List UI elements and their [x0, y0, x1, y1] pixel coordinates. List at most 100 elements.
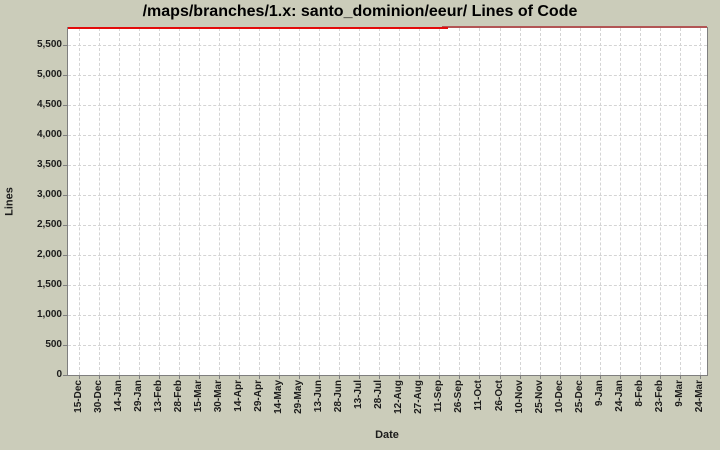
y-gridline — [68, 195, 707, 196]
x-gridline — [539, 28, 541, 375]
x-tick-mark — [98, 376, 100, 379]
y-tick-mark — [63, 195, 67, 196]
x-tick-label: 13-Jun — [313, 380, 325, 413]
y-tick-label: 500 — [45, 339, 62, 350]
x-tick-label: 13-Jul — [353, 380, 365, 409]
x-gridline — [639, 28, 641, 375]
x-tick-mark — [359, 376, 361, 379]
x-tick-mark — [278, 376, 280, 379]
x-tick-mark — [619, 376, 621, 379]
x-tick-mark — [399, 376, 401, 379]
y-tick-mark — [63, 255, 67, 256]
x-gridline — [700, 28, 701, 375]
x-tick-mark — [158, 376, 160, 379]
y-tick-label: 3,000 — [36, 189, 62, 200]
y-gridline — [68, 165, 707, 166]
x-tick-label: 15-Dec — [72, 380, 84, 413]
y-tick-mark — [63, 135, 67, 136]
x-gridline — [479, 28, 481, 375]
x-tick-label: 9-Mar — [673, 380, 685, 407]
x-tick-label: 15-Mar — [192, 380, 204, 413]
series-line-lines-of-code-main — [68, 27, 449, 29]
x-tick-mark — [459, 376, 461, 379]
x-tick-mark — [579, 376, 581, 379]
x-tick-label: 27-Aug — [413, 380, 425, 414]
x-axis-title: Date — [375, 429, 399, 441]
x-gridline — [499, 28, 501, 375]
x-gridline — [559, 28, 561, 375]
x-tick-label: 25-Dec — [573, 380, 585, 413]
x-tick-label: 25-Nov — [533, 380, 545, 414]
x-gridline — [258, 28, 260, 375]
x-tick-mark — [138, 376, 140, 379]
x-gridline — [599, 28, 601, 375]
y-tick-label: 4,500 — [36, 99, 62, 110]
x-tick-label: 9-Jan — [593, 380, 605, 407]
y-gridline — [68, 135, 707, 136]
x-tick-label: 12-Aug — [393, 380, 405, 414]
x-gridline — [459, 28, 461, 375]
y-tick-mark — [63, 375, 67, 376]
x-tick-label: 26-Sep — [453, 380, 465, 413]
y-tick-mark — [63, 75, 67, 76]
y-gridline — [68, 105, 707, 106]
x-tick-mark — [258, 376, 260, 379]
x-gridline — [118, 28, 120, 375]
x-gridline — [138, 28, 140, 375]
x-tick-label: 28-Feb — [172, 380, 184, 413]
y-tick-mark — [63, 315, 67, 316]
x-tick-label: 10-Dec — [553, 380, 565, 413]
x-tick-mark — [419, 376, 421, 379]
x-gridline — [659, 28, 661, 375]
x-tick-label: 24-Mar — [694, 380, 705, 413]
x-gridline — [519, 28, 521, 375]
x-tick-mark — [78, 376, 80, 379]
x-tick-mark — [238, 376, 240, 379]
x-gridline — [158, 28, 160, 375]
y-tick-label: 0 — [56, 369, 62, 380]
y-tick-label: 2,500 — [36, 219, 62, 230]
x-gridline — [218, 28, 220, 375]
y-gridline — [68, 225, 707, 226]
x-tick-label: 28-Jul — [373, 380, 385, 409]
y-gridline — [68, 255, 707, 256]
x-tick-mark — [679, 376, 681, 379]
x-tick-label: 11-Sep — [433, 380, 445, 413]
x-tick-mark — [339, 376, 341, 379]
x-tick-mark — [299, 376, 301, 379]
x-tick-mark — [659, 376, 661, 379]
y-gridline — [68, 75, 707, 76]
y-tick-mark — [63, 345, 67, 346]
x-gridline — [78, 28, 80, 375]
y-tick-label: 3,500 — [36, 159, 62, 170]
series-line-lines-of-code-continuation — [441, 26, 707, 28]
x-tick-label: 11-Oct — [473, 380, 485, 411]
y-gridline — [68, 45, 707, 46]
y-tick-label: 5,000 — [36, 69, 62, 80]
x-tick-mark — [118, 376, 120, 379]
y-gridline — [68, 345, 707, 346]
x-tick-label: 30-Mar — [212, 380, 224, 413]
x-tick-mark — [539, 376, 541, 379]
x-gridline — [439, 28, 441, 375]
x-tick-label: 14-Jan — [112, 380, 124, 412]
y-tick-mark — [63, 225, 67, 226]
y-tick-mark — [63, 285, 67, 286]
x-tick-label: 10-Nov — [513, 380, 525, 414]
y-gridline — [68, 285, 707, 286]
y-tick-label: 5,500 — [36, 39, 62, 50]
x-tick-mark — [218, 376, 220, 379]
x-tick-mark — [479, 376, 481, 379]
x-tick-mark — [559, 376, 561, 379]
y-tick-label: 2,000 — [36, 249, 62, 260]
y-axis-title: Lines — [3, 187, 16, 216]
x-gridline — [399, 28, 401, 375]
x-tick-label: 29-Apr — [252, 380, 264, 412]
x-tick-label: 23-Feb — [653, 380, 665, 413]
y-tick-label: 4,000 — [36, 129, 62, 140]
x-gridline — [278, 28, 280, 375]
x-tick-label: 24-Jan — [613, 380, 625, 412]
x-tick-label: 29-Jan — [132, 380, 144, 412]
y-tick-mark — [63, 105, 67, 106]
